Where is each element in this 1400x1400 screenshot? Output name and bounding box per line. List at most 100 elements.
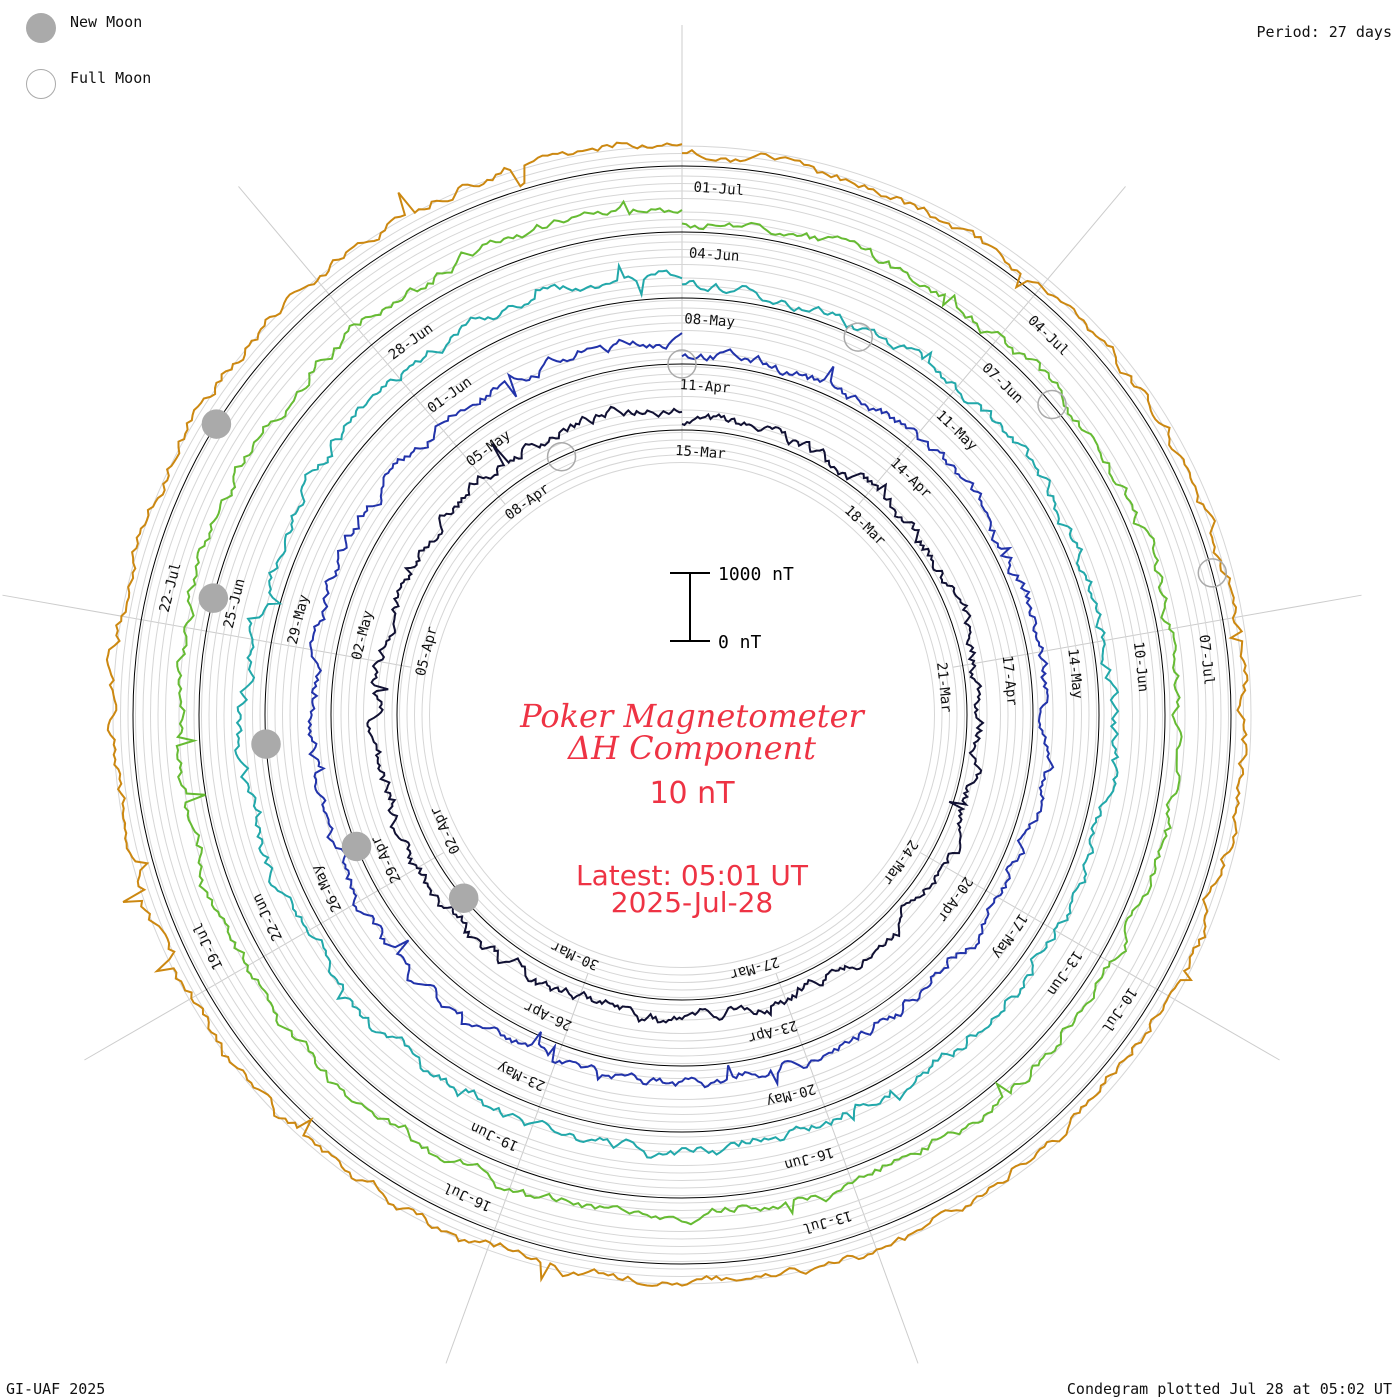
new-moon-legend-icon [26,13,56,43]
grid-circle [399,432,965,998]
grid-circle [127,160,1237,1270]
series-line-01-Jul [105,141,1249,1287]
date-label: 22-Jul [157,561,185,614]
date-label: 16-Jul [441,1179,494,1214]
full-moon-marker [546,441,577,472]
full-moon-marker [667,349,697,379]
scale-bar: 1000 nT 0 nT [670,564,794,653]
date-label: 10-Jun [1130,641,1151,693]
scale-value: 10 nT [649,776,735,811]
new-moon-marker [198,583,229,613]
grid-circle [318,351,1046,1079]
date-label: 11-Apr [679,377,731,396]
grid-circle [282,315,1082,1115]
grid-circle [186,219,1178,1211]
radial-grid-line [919,852,1280,1061]
grid-circle [201,234,1163,1196]
date-label: 21-Mar [933,662,954,714]
date-label: 26-Apr [522,998,575,1033]
baseline-circle [264,297,1100,1133]
date-label: 08-May [684,311,736,330]
grid-circle [355,388,1009,1042]
grid-circle [348,381,1016,1049]
chart-title: Poker Magnetometer [519,697,865,735]
grid-circle [135,168,1229,1262]
radial-grid-line [2,594,412,668]
latest-time: Latest: 05:01 UT [576,859,809,892]
series-line-15-Mar [366,405,985,1024]
grid-circle [384,417,980,1013]
baseline-circle [132,165,1232,1265]
grid-circle [216,249,1148,1181]
date-label: 20-May [764,1080,817,1109]
plotted-timestamp: Condegram plotted Jul 28 at 05:02 UT [1066,1380,1392,1398]
date-label: 07-Jul [1196,634,1217,686]
grid-circle [340,373,1024,1057]
series-line-04-Jun [175,199,1183,1226]
full-moon-marker [1197,558,1228,588]
radial-grid-line [238,186,506,505]
grid-layer [2,25,1362,1364]
grid-circle [414,447,950,983]
grid-circle [363,396,1001,1034]
grid-circle [157,190,1207,1240]
full-moon-legend-label: Full Moon [70,69,152,87]
baseline-circle [330,363,1034,1067]
grid-circle [223,256,1141,1174]
grid-circle [325,358,1039,1072]
series-line-08-May [234,262,1120,1159]
radial-grid-line [84,852,445,1061]
scale-bar-top-label: 1000 nT [718,564,794,585]
new-moon-marker [201,409,232,439]
grid-circle [429,462,935,968]
grid-circle [208,241,1156,1189]
date-label: 23-May [495,1058,548,1093]
date-label: 01-Jul [693,180,745,199]
period-label: Period: 27 days [1256,23,1392,41]
date-label: 13-Jul [801,1207,854,1236]
baseline-circle [198,231,1166,1199]
new-moon-marker [251,729,281,759]
grid-circle [178,211,1186,1219]
grid-circle [142,175,1222,1255]
full-moon-marker [1037,389,1067,420]
grid-circle [193,226,1171,1204]
grid-circle [267,300,1097,1130]
credit-label: GI-UAF 2025 [6,1380,106,1398]
new-moon-legend-label: New Moon [70,13,143,31]
date-label: 02-May [349,609,377,662]
grid-circle [289,322,1075,1108]
date-label: 23-Apr [746,1017,799,1046]
date-label: 19-Jun [468,1119,521,1154]
radial-grid-line [445,973,589,1364]
moon-marker-layer [198,322,1228,913]
grid-circle [165,198,1199,1232]
series-line-11-Apr [307,332,1055,1089]
date-label: 14-May [1064,648,1085,700]
grid-circle [297,330,1067,1100]
radial-grid-line [952,594,1362,668]
date-label: 29-May [285,593,313,646]
series-layer [105,141,1249,1287]
date-label: 15-Mar [675,443,727,462]
grid-circle [406,439,958,991]
date-label: 27-Mar [728,953,781,982]
date-label: 17-Apr [999,655,1020,707]
date-label: 04-Jun [688,245,740,264]
date-label: 16-Jun [783,1143,836,1172]
grid-circle [252,285,1112,1145]
new-moon-marker [341,831,372,862]
new-moon-marker [448,883,479,913]
chart-subtitle: ΔH Component [566,729,816,767]
baseline-circle [396,429,968,1001]
grid-circle [150,183,1214,1247]
full-moon-legend-icon [26,69,56,99]
date-label: 05-Apr [413,625,441,678]
grid-circle [259,292,1105,1138]
grid-circle [274,307,1090,1123]
radial-grid-line [775,973,919,1364]
latest-date: 2025-Jul-28 [611,886,773,919]
grid-circle [421,454,943,976]
grid-circle [333,366,1031,1064]
